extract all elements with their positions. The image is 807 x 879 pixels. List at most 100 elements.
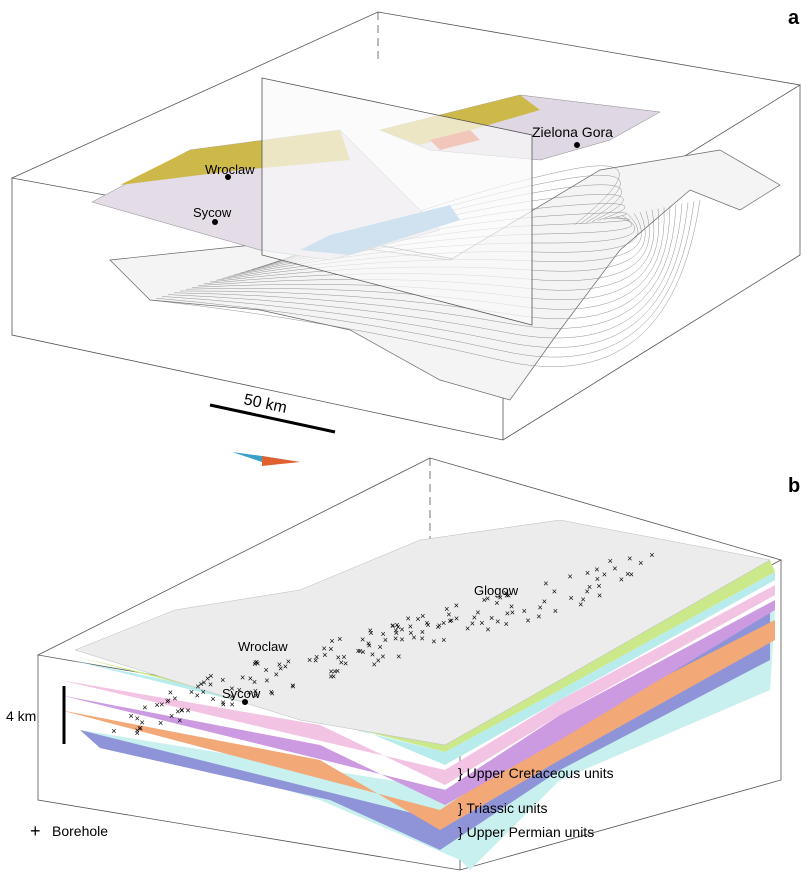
borehole-marker: × — [201, 677, 206, 687]
borehole-marker: × — [366, 639, 371, 649]
borehole-marker: × — [504, 619, 509, 629]
borehole-marker: × — [542, 597, 547, 607]
borehole-marker: × — [543, 578, 548, 588]
borehole-marker: × — [495, 616, 500, 626]
figure: Wroclaw Sycow Zielona Gora 50 km a ×××××… — [0, 0, 807, 879]
borehole-marker: × — [479, 618, 484, 628]
borehole-marker: × — [360, 647, 365, 657]
borehole-marker: × — [368, 625, 373, 635]
borehole-marker: × — [332, 666, 337, 676]
borehole-marker: × — [383, 635, 388, 645]
borehole-marker: × — [277, 659, 282, 669]
borehole-marker: × — [270, 689, 275, 699]
borehole-marker: × — [568, 593, 573, 603]
borehole-marker: × — [128, 711, 133, 721]
unit-text: Triassic units — [466, 800, 547, 816]
borehole-marker: × — [263, 665, 268, 675]
borehole-marker: × — [155, 700, 160, 710]
borehole-marker: × — [638, 558, 643, 568]
borehole-marker: × — [396, 652, 401, 662]
borehole-marker: × — [254, 657, 259, 667]
panel-label: a — [788, 7, 800, 29]
borehole-marker: × — [322, 643, 327, 653]
borehole-marker: × — [619, 574, 624, 584]
borehole-marker: × — [372, 660, 377, 670]
borehole-marker: × — [649, 550, 654, 560]
borehole-marker: × — [195, 691, 200, 701]
borehole-marker: × — [411, 633, 416, 643]
panel-a: Wroclaw Sycow Zielona Gora 50 km a — [12, 7, 800, 466]
borehole-marker: × — [587, 582, 592, 592]
place-label: Wroclaw — [205, 162, 255, 177]
borehole-marker: × — [465, 623, 470, 633]
borehole-marker: × — [380, 651, 385, 661]
borehole-marker: × — [140, 717, 145, 727]
borehole-marker: × — [509, 602, 514, 612]
borehole-marker: × — [159, 700, 164, 710]
borehole-marker: × — [625, 569, 630, 579]
borehole-marker: × — [454, 600, 459, 610]
place-label: Sycow — [193, 205, 232, 220]
borehole-marker: × — [602, 569, 607, 579]
borehole-marker: × — [166, 695, 171, 705]
borehole-marker: × — [240, 672, 245, 682]
borehole-marker: × — [307, 655, 312, 665]
unit-label: } Upper Cretaceous units — [458, 765, 614, 781]
place-label: Wroclaw — [238, 639, 288, 654]
town-marker — [574, 142, 580, 148]
borehole-marker: × — [525, 615, 530, 625]
borehole-marker: × — [169, 711, 174, 721]
north-arrow — [262, 456, 300, 466]
borehole-marker: × — [568, 572, 573, 582]
borehole-marker: × — [399, 635, 404, 645]
borehole-marker: × — [441, 635, 446, 645]
borehole-marker: × — [283, 662, 288, 672]
place-label: Zielona Gora — [532, 124, 613, 140]
borehole-marker: × — [424, 618, 429, 628]
borehole-marker: × — [552, 586, 557, 596]
place-label: Glogow — [474, 583, 519, 598]
borehole-marker: × — [594, 564, 599, 574]
borehole-marker: × — [608, 556, 613, 566]
borehole-marker: × — [585, 568, 590, 578]
borehole-marker: × — [111, 726, 116, 736]
borehole-marker: × — [522, 606, 527, 616]
borehole-marker: × — [431, 636, 436, 646]
borehole-marker: × — [290, 681, 295, 691]
borehole-marker: × — [446, 610, 451, 620]
borehole-marker: × — [597, 590, 602, 600]
borehole-marker: × — [370, 650, 375, 660]
borehole-marker: × — [406, 613, 411, 623]
borehole-marker: × — [179, 705, 184, 715]
borehole-marker: × — [189, 687, 194, 697]
borehole-marker: × — [264, 676, 269, 686]
borehole-marker: × — [536, 611, 541, 621]
scale-label: 4 km — [6, 708, 36, 724]
borehole-marker: × — [415, 614, 420, 624]
borehole-marker: × — [201, 687, 206, 697]
borehole-marker: × — [142, 703, 147, 713]
borehole-marker: × — [553, 606, 558, 616]
borehole-marker: × — [627, 553, 632, 563]
borehole-marker: × — [360, 635, 365, 645]
borehole-marker: × — [612, 563, 617, 573]
borehole-marker: × — [328, 644, 333, 654]
borehole-marker: × — [485, 624, 490, 634]
borehole-marker: × — [185, 705, 190, 715]
borehole-marker: × — [339, 657, 344, 667]
legend-symbol: + — [30, 821, 41, 841]
unit-label: } Triassic units — [458, 800, 547, 816]
borehole-marker: × — [337, 634, 342, 644]
borehole-marker: × — [220, 675, 225, 685]
borehole-marker: × — [314, 652, 319, 662]
borehole-marker: × — [454, 614, 459, 624]
borehole-marker: × — [435, 622, 440, 632]
borehole-marker: × — [210, 694, 215, 704]
panel-b: ××××××××××××××××××××××××××××××××××××××××… — [6, 458, 800, 870]
borehole-marker: × — [172, 694, 177, 704]
legend-label: Borehole — [52, 823, 108, 839]
unit-text: Upper Cretaceous units — [467, 765, 614, 781]
borehole-marker: × — [158, 718, 163, 728]
unit-label: } Upper Permian units — [458, 824, 594, 840]
borehole-marker: × — [177, 716, 182, 726]
